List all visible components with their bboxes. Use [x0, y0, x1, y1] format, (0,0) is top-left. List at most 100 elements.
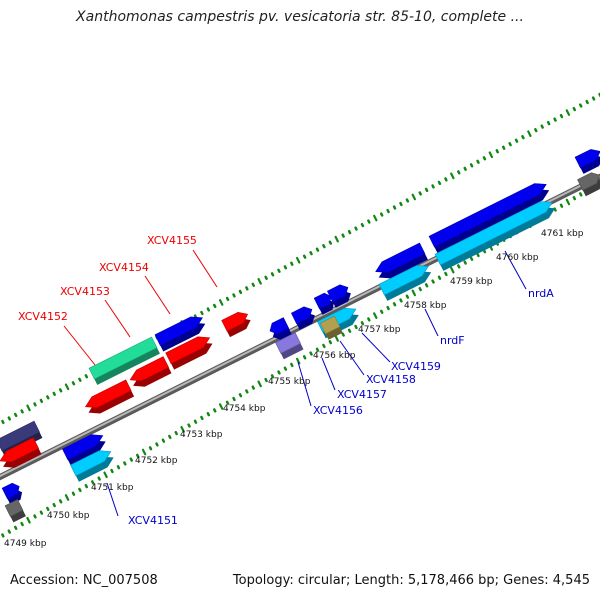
upper-ruler-tick — [521, 135, 525, 140]
lower-ruler-tick — [7, 529, 11, 534]
upper-ruler-tick — [444, 177, 448, 182]
upper-ruler-tick — [424, 187, 429, 193]
gene-blue-small-c — [313, 292, 332, 310]
lower-ruler-tick — [277, 370, 281, 375]
gene-gray-tiny — [4, 499, 24, 517]
upper-ruler-tick — [379, 212, 384, 217]
lower-ruler-tick — [328, 340, 333, 345]
upper-ruler-tick — [437, 180, 442, 186]
gene-red-small-shadow — [224, 318, 251, 338]
gene-label-XCV4156: XCV4156 — [313, 404, 363, 417]
lower-ruler-tick — [418, 286, 422, 292]
upper-ruler-tick — [495, 149, 499, 154]
gene-label-XCV4151: XCV4151 — [128, 514, 178, 527]
gene-red-left — [0, 437, 40, 463]
upper-ruler-tick — [232, 293, 236, 298]
scale-tick-label: 4750 kbp — [47, 511, 90, 521]
gene-XCV4154-arrow — [88, 336, 158, 380]
upper-ruler-tick — [501, 145, 506, 150]
gene-nrdA-arrow-shadow — [438, 207, 556, 271]
upper-ruler-tick — [13, 412, 18, 418]
upper-ruler-tick — [392, 205, 397, 210]
lower-ruler-tick — [155, 442, 159, 447]
lower-ruler-tick — [251, 385, 255, 390]
lower-ruler-tick — [1, 533, 5, 538]
gene-blue-tiny — [1, 482, 20, 500]
gene-XCV4151-arrow-shadow — [73, 456, 114, 482]
gene-features — [0, 149, 600, 523]
upper-ruler-tick — [508, 142, 512, 147]
lower-ruler-tick — [405, 294, 410, 299]
upper-ruler-tick — [354, 226, 358, 231]
lower-ruler-tick — [78, 487, 82, 493]
gene-label-nrdA: nrdA — [528, 287, 554, 300]
lower-ruler-tick — [52, 502, 56, 508]
gene-XCV4153-arrow-shadow — [168, 342, 213, 370]
lower-ruler-tick — [174, 430, 178, 436]
gene-red-small — [221, 311, 249, 332]
upper-ruler-tick — [225, 296, 230, 302]
lower-ruler-tick — [379, 309, 384, 314]
leader-XCV4156 — [297, 361, 312, 407]
lower-ruler-tick — [411, 289, 417, 297]
lower-ruler-tick — [232, 396, 236, 402]
leader-XCV4158 — [339, 340, 365, 376]
scale-tick-label: 4759 kbp — [450, 277, 493, 287]
upper-ruler-tick — [488, 151, 494, 159]
accession-text: Accession: NC_007508 — [10, 573, 158, 588]
gene-label-XCV4155: XCV4155 — [147, 234, 197, 247]
lower-ruler-tick — [58, 499, 63, 504]
lower-ruler-tick — [373, 312, 378, 319]
lower-ruler-tick — [213, 408, 217, 413]
leader-nrdA — [504, 250, 527, 290]
gene-nrdF-arrow-shadow — [382, 271, 432, 301]
upper-ruler-tick — [559, 113, 564, 119]
upper-ruler-tick — [373, 214, 378, 222]
leader-nrdF — [424, 308, 439, 337]
upper-ruler-tick — [367, 219, 371, 224]
scale-tick-label: 4752 kbp — [135, 456, 178, 466]
upper-ruler-tick — [245, 286, 249, 291]
lower-ruler-tick — [309, 351, 313, 356]
lower-ruler-tick — [206, 412, 211, 417]
lower-ruler-tick — [431, 279, 435, 284]
gene-blue-mid — [375, 242, 426, 273]
lower-ruler-tick — [168, 434, 172, 440]
gene-label-XCV4154: XCV4154 — [99, 261, 149, 274]
lower-ruler-tick — [572, 196, 577, 201]
upper-ruler-tick — [463, 166, 467, 171]
gene-label-XCV4159: XCV4159 — [391, 360, 441, 373]
upper-ruler-tick — [277, 268, 281, 273]
gene-label-nrdF: nrdF — [440, 334, 465, 347]
lower-ruler-tick — [367, 317, 371, 322]
lower-ruler-tick — [218, 403, 224, 410]
scale-tick-label: 4760 kbp — [496, 253, 539, 263]
leader-XCV4154 — [144, 275, 171, 315]
leader-XCV4157 — [321, 357, 336, 391]
upper-ruler-tick — [52, 391, 56, 396]
upper-ruler-tick — [20, 409, 24, 414]
gene-gray-edge — [577, 172, 600, 191]
lower-ruler-tick — [386, 305, 390, 311]
lower-ruler-tick — [39, 510, 44, 515]
gene-XCV4156-arrow — [275, 332, 301, 354]
lower-ruler-tick — [424, 283, 429, 288]
upper-ruler-tick — [238, 289, 243, 295]
gene-blue-small-a — [290, 306, 313, 325]
gene-XCV4155-arrow — [154, 316, 203, 346]
upper-ruler-tick — [527, 130, 532, 138]
upper-ruler-tick — [7, 416, 11, 421]
upper-ruler-tick — [206, 307, 211, 312]
upper-ruler-tick — [290, 261, 294, 266]
upper-ruler-tick — [469, 163, 474, 168]
upper-ruler-tick — [309, 251, 313, 256]
lower-ruler-tick — [283, 366, 288, 371]
lower-ruler-tick — [437, 275, 442, 280]
gene-labels: XCV4151 XCV4152 XCV4153 XCV4154 XCV4155 XCV41… — [18, 234, 554, 527]
lower-ruler-tick — [457, 264, 461, 269]
lower-ruler-tick — [463, 260, 467, 265]
lower-ruler-tick — [26, 516, 31, 524]
upper-ruler-tick — [553, 117, 557, 122]
lower-ruler-tick — [341, 332, 345, 337]
